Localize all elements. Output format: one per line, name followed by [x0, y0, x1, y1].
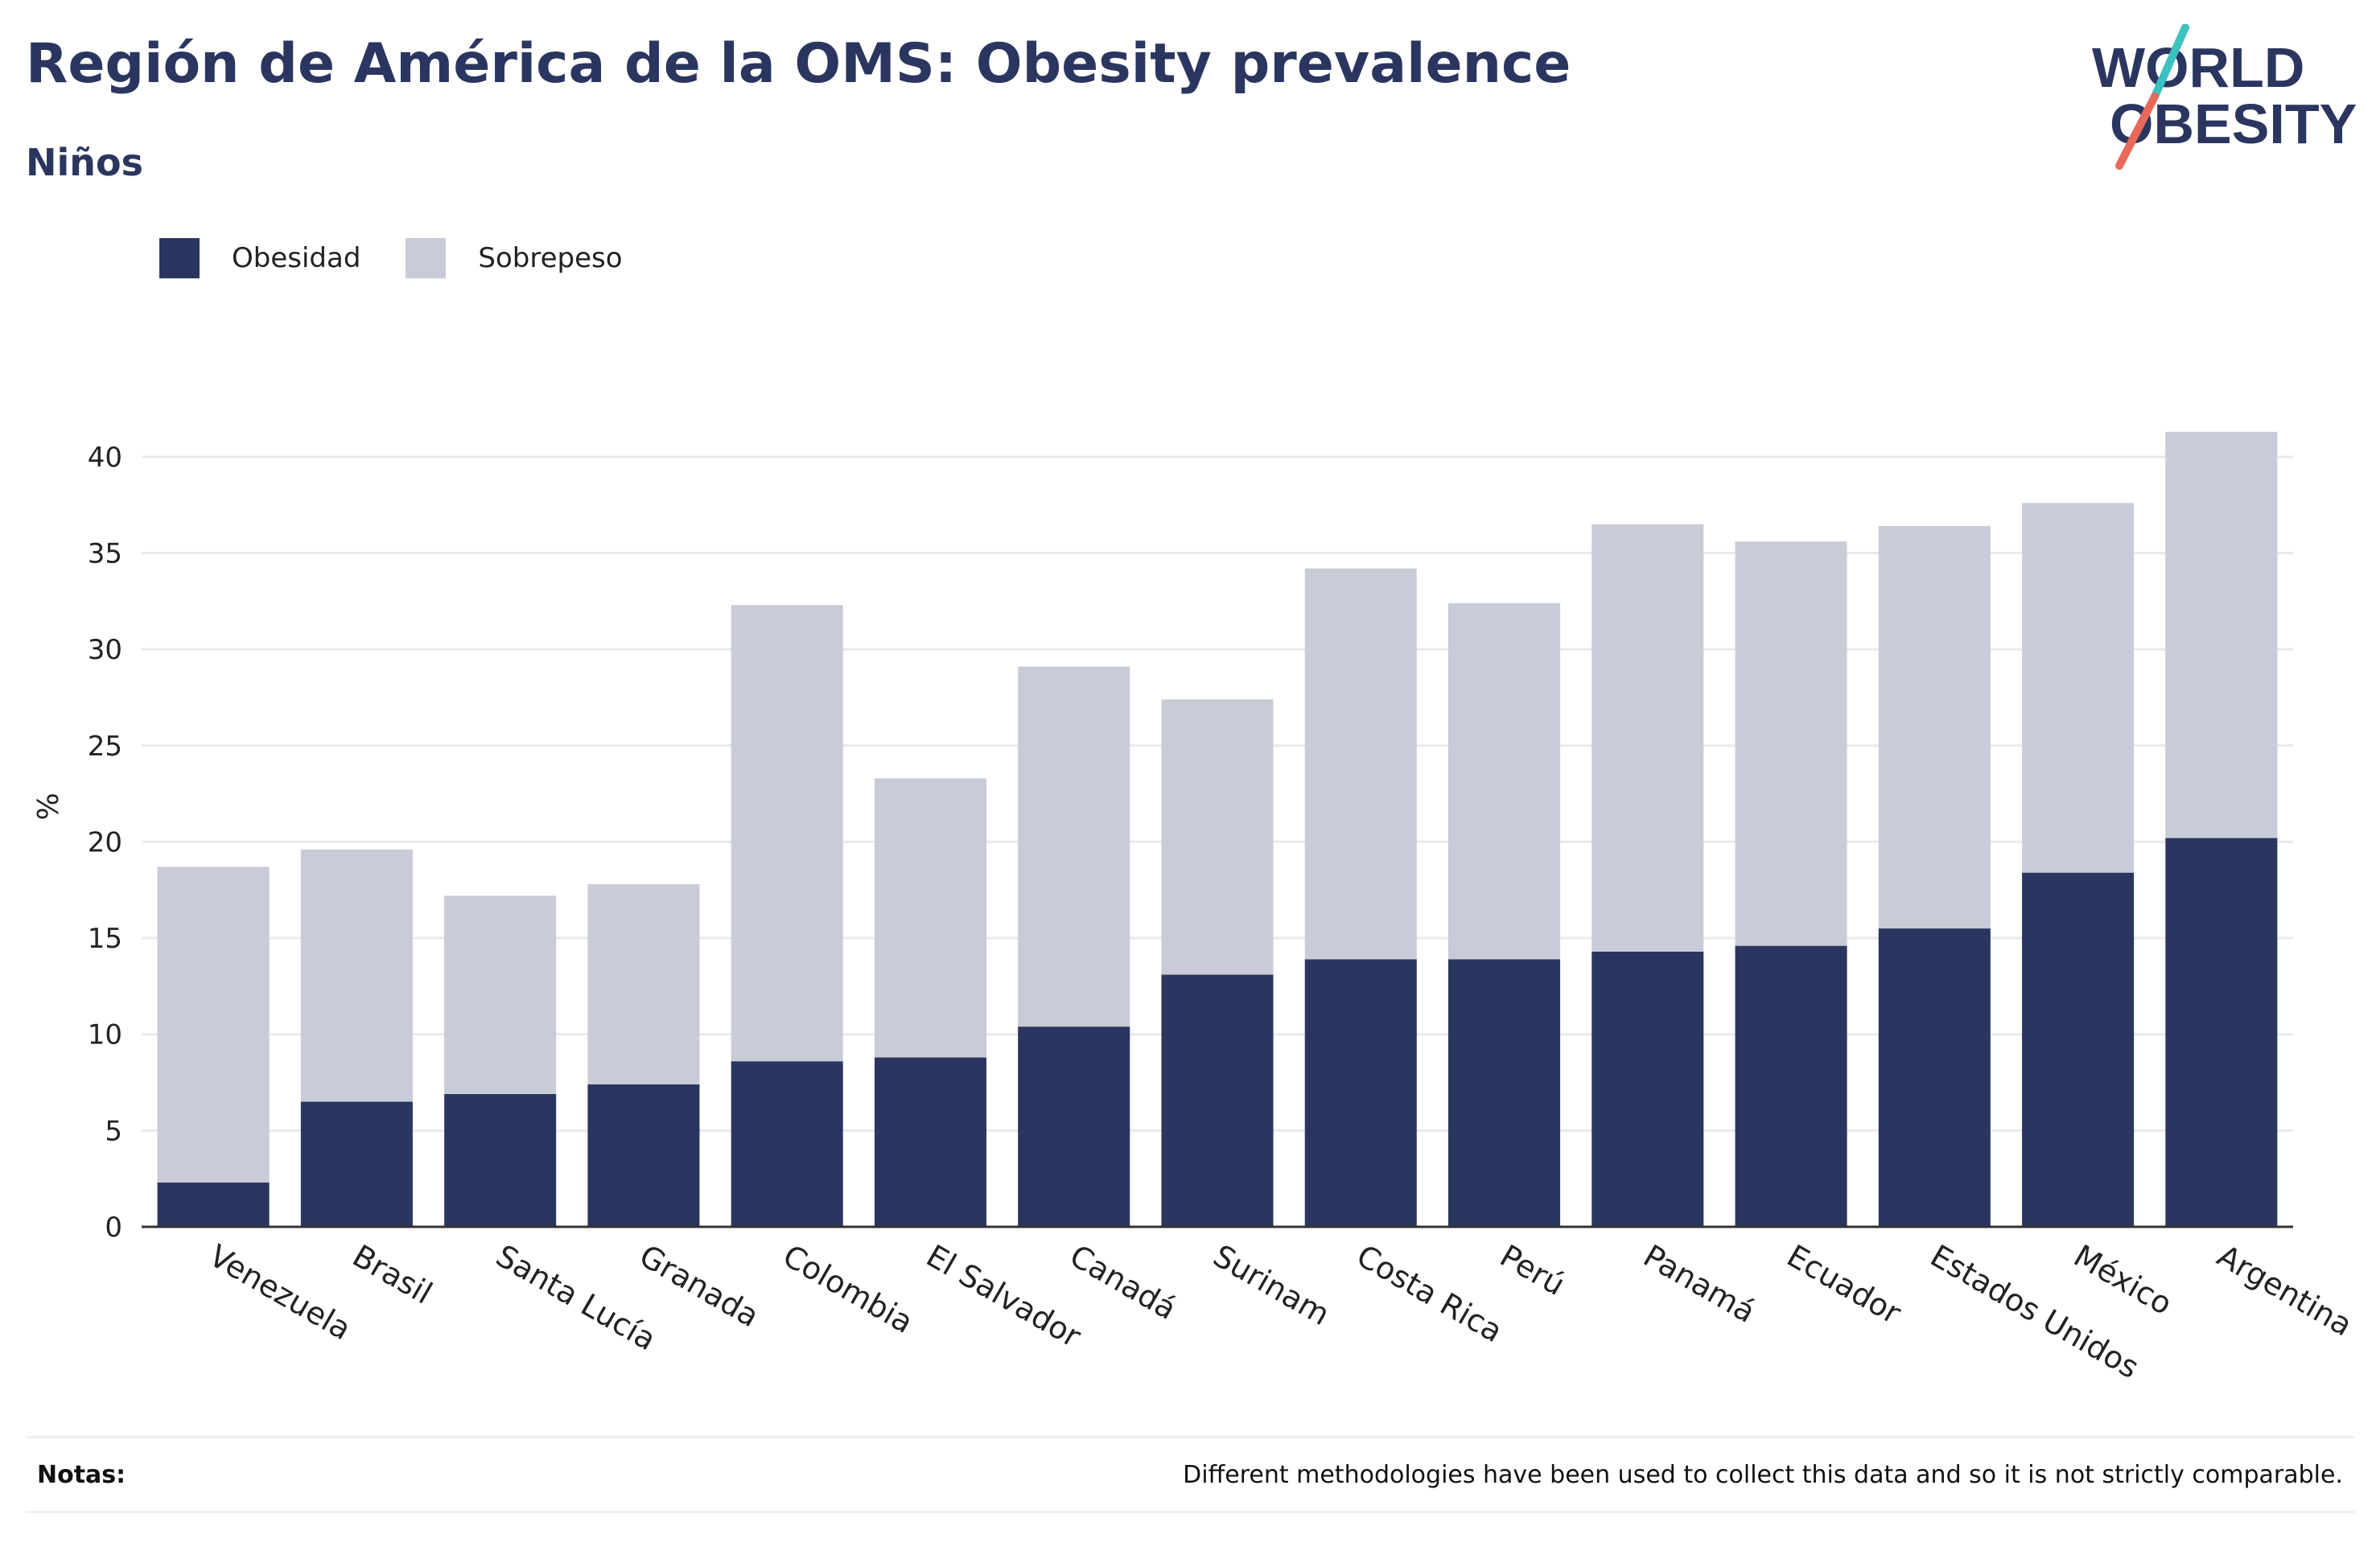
- logo-line1: WORLD: [2092, 36, 2304, 99]
- x-tick-label: Brasil: [347, 1238, 439, 1311]
- bar-obesidad-10: [1591, 951, 1704, 1227]
- x-tick-label: Argentina: [2211, 1238, 2358, 1343]
- bar-sobrepeso-4: [731, 605, 843, 1062]
- bar-obesidad-4: [731, 1061, 843, 1227]
- world-obesity-logo: WORLD OBESITY: [2092, 24, 2357, 170]
- x-tick-label: Panamá: [1637, 1238, 1761, 1330]
- y-tick-label: 15: [88, 923, 122, 955]
- y-axis-label: %: [32, 792, 65, 820]
- bar-obesidad-11: [1735, 945, 1847, 1227]
- y-tick-label: 25: [88, 730, 122, 763]
- bar-sobrepeso-6: [1018, 666, 1130, 1027]
- x-tick-label: Colombia: [777, 1238, 920, 1340]
- legend-swatch-sobrepeso: [406, 238, 447, 278]
- bar-sobrepeso-2: [444, 895, 557, 1094]
- bar-obesidad-9: [1448, 959, 1561, 1227]
- x-tick-label: Venezuela: [204, 1238, 357, 1347]
- y-tick-label: 5: [105, 1115, 122, 1147]
- chart-title: Región de América de la OMS: Obesity pre…: [26, 32, 1571, 96]
- bar-sobrepeso-8: [1304, 568, 1417, 960]
- bar-sobrepeso-1: [300, 850, 413, 1102]
- bar-sobrepeso-7: [1161, 699, 1274, 975]
- bar-obesidad-1: [300, 1101, 413, 1227]
- y-tick-label: 30: [88, 634, 122, 666]
- x-tick-label: Santa Lucía: [490, 1238, 661, 1358]
- y-tick-label: 40: [88, 442, 122, 474]
- bar-obesidad-3: [587, 1084, 700, 1227]
- bar-obesidad-7: [1161, 974, 1274, 1227]
- x-tick-label: Costa Rica: [1351, 1238, 1509, 1350]
- bar-sobrepeso-5: [874, 778, 986, 1058]
- notes-label: Notas:: [37, 1461, 126, 1489]
- legend-item-sobrepeso[interactable]: Sobrepeso: [406, 238, 623, 278]
- y-tick-label: 20: [88, 826, 122, 858]
- notes-text: Different methodologies have been used t…: [1183, 1461, 2343, 1489]
- y-tick-label: 10: [88, 1019, 122, 1051]
- bar-sobrepeso-11: [1735, 541, 1847, 946]
- logo-slash-top: [2151, 24, 2189, 101]
- bar-obesidad-12: [1878, 928, 1991, 1227]
- legend-swatch-obesidad: [159, 238, 200, 278]
- bar-sobrepeso-12: [1878, 526, 1991, 929]
- bar-sobrepeso-9: [1448, 603, 1561, 960]
- x-tick-label: Ecuador: [1781, 1238, 1908, 1331]
- y-tick-label: 35: [88, 538, 122, 570]
- x-tick-label: Granada: [633, 1238, 764, 1335]
- logo-slash-bottom: [2115, 93, 2159, 170]
- bar-obesidad-8: [1304, 959, 1417, 1227]
- bar-obesidad-0: [157, 1182, 270, 1227]
- x-tick-label: Surinam: [1208, 1238, 1336, 1332]
- bar-sobrepeso-3: [587, 884, 700, 1084]
- legend-label-sobrepeso: Sobrepeso: [478, 242, 623, 274]
- bar-obesidad-14: [2165, 837, 2278, 1227]
- x-tick-label: Perú: [1494, 1238, 1571, 1302]
- notes-bar: Notas: Different methodologies have been…: [26, 1436, 2354, 1513]
- x-tick-label: El Salvador: [920, 1238, 1087, 1355]
- x-tick-label: Canadá: [1064, 1238, 1182, 1327]
- bar-obesidad-2: [444, 1093, 557, 1227]
- bar-sobrepeso-0: [157, 866, 270, 1183]
- chart-subtitle: Niños: [26, 141, 143, 184]
- bar-sobrepeso-13: [2022, 503, 2135, 873]
- bar-obesidad-6: [1018, 1027, 1130, 1227]
- bar-sobrepeso-10: [1591, 524, 1704, 952]
- bar-obesidad-5: [874, 1057, 986, 1227]
- x-tick-label: México: [2068, 1238, 2178, 1322]
- chart-legend: Obesidad Sobrepeso: [159, 238, 668, 278]
- bar-sobrepeso-14: [2165, 431, 2278, 838]
- legend-label-obesidad: Obesidad: [232, 242, 361, 274]
- legend-item-obesidad[interactable]: Obesidad: [159, 238, 360, 278]
- bar-obesidad-13: [2022, 872, 2135, 1227]
- y-tick-label: 0: [105, 1212, 122, 1244]
